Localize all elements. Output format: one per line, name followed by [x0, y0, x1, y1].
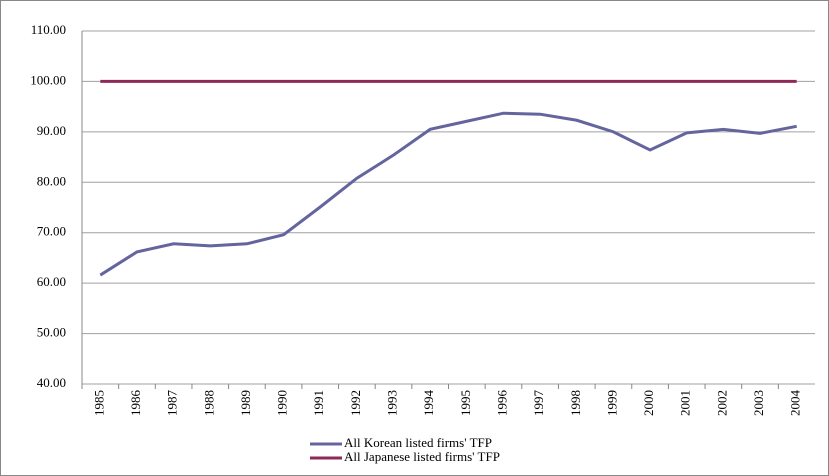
- legend-label: All Korean listed firms' TFP: [344, 435, 492, 450]
- y-tick-label: 90.00: [37, 123, 66, 138]
- x-tick-label: 2000: [641, 390, 656, 416]
- x-tick-label: 1986: [128, 390, 143, 417]
- x-tick-label: 1989: [238, 390, 253, 416]
- x-tick-label: 1993: [385, 390, 400, 416]
- x-tick-label: 2001: [678, 390, 693, 416]
- x-tick-label: 1992: [348, 390, 363, 416]
- y-tick-label: 100.00: [30, 72, 66, 87]
- x-tick-label: 1994: [421, 390, 436, 417]
- x-tick-label: 1996: [494, 390, 509, 417]
- y-tick-label: 50.00: [37, 325, 66, 340]
- series-line: [99, 111, 797, 277]
- x-tick-label: 1999: [604, 390, 619, 416]
- x-tick-label: 1995: [458, 390, 473, 416]
- x-tick-label: 1990: [275, 390, 290, 416]
- x-tick-label: 2002: [714, 390, 729, 416]
- x-tick-label: 2003: [751, 390, 766, 416]
- x-tick-label: 1987: [165, 390, 180, 417]
- y-tick-label: 60.00: [37, 274, 66, 289]
- y-tick-label: 80.00: [37, 173, 66, 188]
- y-tick-label: 70.00: [37, 224, 66, 239]
- x-tick-label: 1985: [91, 390, 106, 416]
- x-tick-label: 2004: [788, 390, 803, 417]
- x-tick-label: 1991: [311, 390, 326, 416]
- y-tick-label: 40.00: [37, 375, 66, 390]
- legend-label: All Japanese listed firms' TFP: [344, 449, 500, 464]
- y-tick-label: 110.00: [31, 22, 66, 37]
- x-tick-label: 1998: [568, 390, 583, 416]
- x-tick-label: 1988: [201, 390, 216, 416]
- x-tick-label: 1997: [531, 390, 546, 417]
